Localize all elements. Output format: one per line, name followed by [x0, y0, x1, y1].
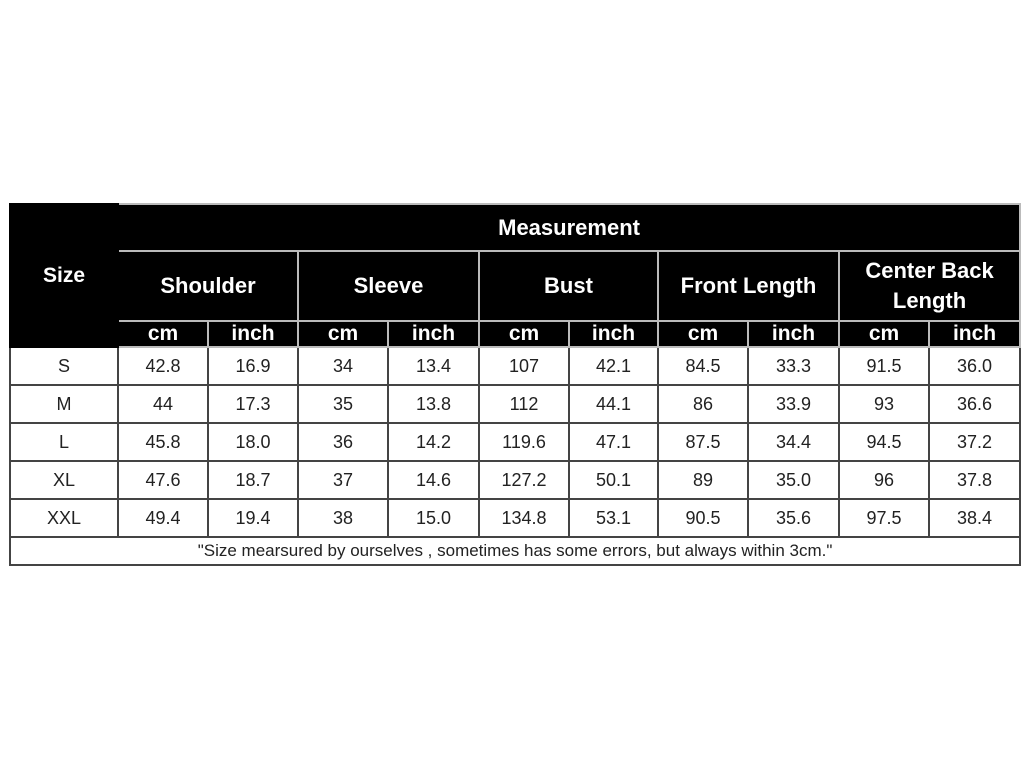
value-cell: 35	[297, 384, 389, 424]
value-cell: 89	[657, 460, 749, 500]
unit-header-cm: cm	[838, 320, 930, 348]
value-cell: 34.4	[747, 422, 840, 462]
value-cell: 50.1	[568, 460, 659, 500]
value-cell: 49.4	[117, 498, 209, 538]
value-cell: 44.1	[568, 384, 659, 424]
unit-header-inch: inch	[387, 320, 480, 348]
value-cell: 15.0	[387, 498, 480, 538]
value-cell: 17.3	[207, 384, 299, 424]
value-cell: 86	[657, 384, 749, 424]
measurement-header: Measurement	[116, 203, 1022, 252]
value-cell: 44	[117, 384, 209, 424]
value-cell: 37.2	[927, 422, 1022, 462]
value-cell: 42.8	[117, 346, 209, 386]
group-header-front-length: Front Length	[657, 250, 840, 322]
table-row: XXL 49.4 19.4 38 15.0 134.8 53.1 90.5 35.6 97.5 38…	[9, 498, 1022, 538]
value-cell: 127.2	[478, 460, 570, 500]
table-row: S 42.8 16.9 34 13.4 107 42.1 84.5 33.3 91.5 36.0	[9, 346, 1022, 386]
value-cell: 53.1	[568, 498, 659, 538]
footnote: "Size mearsured by ourselves , sometimes…	[8, 536, 1022, 566]
unit-header-cm: cm	[117, 320, 209, 348]
size-header: Size	[9, 203, 119, 348]
value-cell: 19.4	[207, 498, 299, 538]
value-cell: 13.8	[387, 384, 480, 424]
group-header-center-back-length: Center Back Length	[837, 250, 1022, 322]
value-cell: 38.4	[927, 498, 1022, 538]
size-cell: M	[9, 384, 119, 424]
value-cell: 91.5	[838, 346, 930, 386]
value-cell: 18.0	[207, 422, 299, 462]
value-cell: 119.6	[478, 422, 570, 462]
value-cell: 96	[838, 460, 930, 500]
value-cell: 14.2	[387, 422, 480, 462]
value-cell: 47.6	[117, 460, 209, 500]
group-header-shoulder: Shoulder	[117, 250, 299, 322]
value-cell: 90.5	[657, 498, 749, 538]
unit-header-inch: inch	[207, 320, 299, 348]
value-cell: 45.8	[117, 422, 209, 462]
value-cell: 42.1	[568, 346, 659, 386]
size-chart-table: Size Measurement Shoulder Sleeve Bust Front…	[8, 203, 1022, 566]
value-cell: 37.8	[927, 460, 1022, 500]
value-cell: 38	[297, 498, 389, 538]
value-cell: 33.3	[747, 346, 840, 386]
value-cell: 36.6	[927, 384, 1022, 424]
value-cell: 87.5	[657, 422, 749, 462]
unit-header-inch: inch	[927, 320, 1022, 348]
value-cell: 97.5	[838, 498, 930, 538]
value-cell: 36.0	[927, 346, 1022, 386]
value-cell: 93	[838, 384, 930, 424]
table-row: M 44 17.3 35 13.8 112 44.1 86 33.9 93 36.6	[9, 384, 1022, 424]
size-cell: L	[9, 422, 119, 462]
value-cell: 18.7	[207, 460, 299, 500]
value-cell: 13.4	[387, 346, 480, 386]
value-cell: 47.1	[568, 422, 659, 462]
table-row: L 45.8 18.0 36 14.2 119.6 47.1 87.5 34.4 94.5 37.2	[9, 422, 1022, 462]
value-cell: 35.6	[747, 498, 840, 538]
size-cell: XXL	[9, 498, 119, 538]
size-cell: XL	[9, 460, 119, 500]
group-header-sleeve: Sleeve	[297, 250, 480, 322]
value-cell: 35.0	[747, 460, 840, 500]
value-cell: 134.8	[478, 498, 570, 538]
value-cell: 84.5	[657, 346, 749, 386]
value-cell: 112	[478, 384, 570, 424]
unit-header-inch: inch	[747, 320, 840, 348]
value-cell: 36	[297, 422, 389, 462]
value-cell: 94.5	[838, 422, 930, 462]
value-cell: 107	[478, 346, 570, 386]
unit-header-cm: cm	[478, 320, 570, 348]
size-cell: S	[9, 346, 119, 386]
table-row: XL 47.6 18.7 37 14.6 127.2 50.1 89 35.0 96 37.8	[9, 460, 1022, 500]
value-cell: 37	[297, 460, 389, 500]
value-cell: 14.6	[387, 460, 480, 500]
value-cell: 33.9	[747, 384, 840, 424]
unit-header-cm: cm	[657, 320, 749, 348]
value-cell: 34	[297, 346, 389, 386]
unit-header-cm: cm	[297, 320, 389, 348]
value-cell: 16.9	[207, 346, 299, 386]
unit-header-inch: inch	[568, 320, 659, 348]
group-header-bust: Bust	[478, 250, 659, 322]
